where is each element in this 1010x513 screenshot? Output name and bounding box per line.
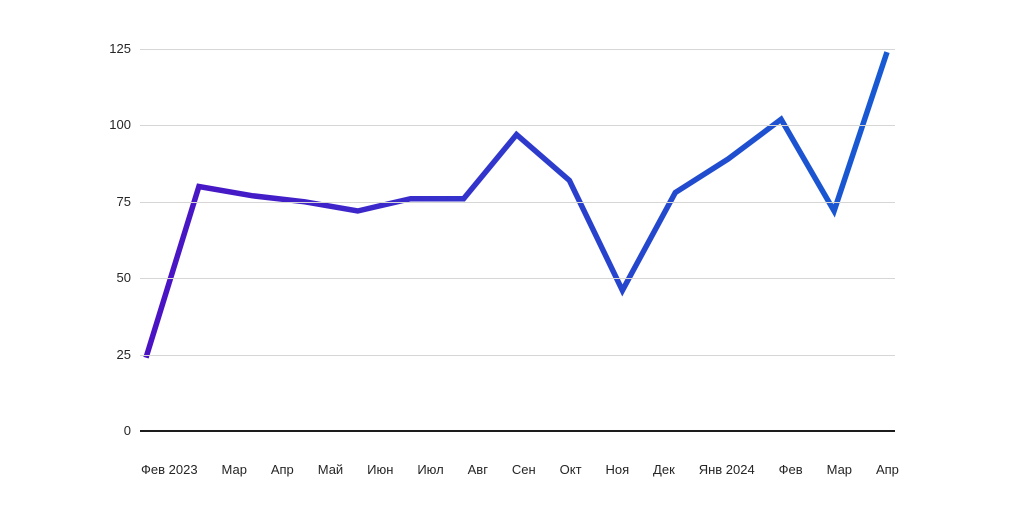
x-tick-label: Фев 2023 xyxy=(141,462,198,477)
series-line xyxy=(143,51,890,359)
y-tick-label: 75 xyxy=(116,193,131,209)
y-tick-label: 25 xyxy=(116,346,131,362)
gridline xyxy=(140,354,895,356)
gridline xyxy=(140,278,895,280)
x-axis: Фев 2023 Мар Апр Май Июн Июл Авг Сен Окт Ноя Дек Ян… xyxy=(141,462,899,478)
x-tick-label: Янв 2024 xyxy=(698,462,755,477)
y-axis: 0 25 50 75 100 125 xyxy=(0,0,131,513)
x-tick-label: Фев xyxy=(778,462,803,477)
x-tick-label: Июл xyxy=(417,462,444,477)
y-tick-label: 125 xyxy=(109,41,131,56)
x-tick-label: Авг xyxy=(467,462,488,477)
x-tick-label: Май xyxy=(317,462,344,477)
x-tick-label: Мар xyxy=(221,462,247,477)
x-tick-label: Сен xyxy=(511,462,536,477)
y-tick-label: 50 xyxy=(116,270,131,286)
x-tick-label: Окт xyxy=(559,462,582,477)
x-tick-label: Апр xyxy=(875,462,899,477)
x-tick-label: Июн xyxy=(367,462,394,477)
plot-area xyxy=(140,49,895,432)
x-tick-label: Апр xyxy=(270,462,294,477)
y-tick-label: 100 xyxy=(109,117,131,133)
x-tick-label: Мар xyxy=(826,462,853,477)
y-tick-label: 0 xyxy=(123,423,131,438)
gridline xyxy=(140,125,895,127)
x-tick-label: Ноя xyxy=(605,462,630,477)
series-polyline xyxy=(143,51,890,359)
gridline xyxy=(140,201,895,203)
gridline xyxy=(140,49,895,50)
x-axis-line xyxy=(140,430,895,432)
x-tick-label: Дек xyxy=(653,462,675,477)
